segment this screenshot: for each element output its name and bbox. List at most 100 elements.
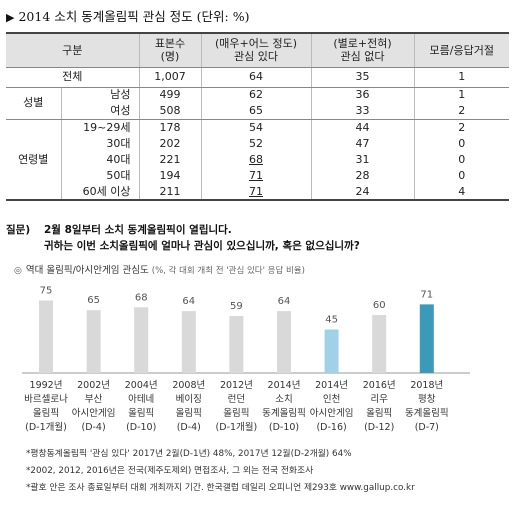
- category-label: 베이징: [176, 394, 202, 405]
- category-label: (D-1개월): [25, 421, 67, 433]
- table-row: 50대 194 71 28 0: [6, 167, 509, 185]
- cell-not-interested: 33: [310, 103, 414, 120]
- cell-unknown: 1: [413, 67, 509, 88]
- survey-question: 질문) 2월 8일부터 소치 동계올림픽이 열립니다. 귀하는 이번 소치올림픽에…: [6, 222, 360, 254]
- cell-interested: 64: [200, 67, 311, 88]
- table-header-row: 구분 표본수 (명) (매우+어느 정도) 관심 있다 (별로+전혀) 관심 없다 모…: [6, 32, 509, 68]
- cell-sample: 178: [138, 119, 201, 136]
- table-row: 성별 남성 499 62 36 1: [6, 87, 509, 120]
- page-title: ▶ 2014 소치 동계올림픽 관심 정도 (단위: %): [6, 9, 250, 24]
- cell-sample: 1,007: [138, 67, 201, 88]
- header-group: 구분: [6, 32, 139, 68]
- header-unknown: 모름/응답거절: [413, 32, 509, 68]
- category-label: 2014년: [268, 380, 301, 391]
- cell-interested: 71: [200, 184, 311, 202]
- underlined-value: 71: [249, 169, 263, 183]
- cell-unknown: 1: [413, 87, 509, 104]
- footnote: *평창동계올림픽 '관심 있다' 2017년 2월(D-1년) 48%, 201…: [26, 449, 352, 459]
- bar: [324, 329, 339, 373]
- row-label: 19~29세: [83, 120, 131, 134]
- bar: [134, 307, 149, 373]
- cell-unknown: 4: [413, 184, 509, 202]
- category-label: (D-4): [81, 422, 105, 433]
- row-label: 여성: [61, 103, 139, 120]
- category-label: 바르셀로나: [24, 394, 68, 405]
- bar-value-label: 64: [278, 296, 291, 307]
- bullseye-icon: ◎: [14, 266, 22, 276]
- header-not-interested: (별로+전혀) 관심 없다: [310, 32, 414, 68]
- footnotes: *평창동계올림픽 '관심 있다' 2017년 2월(D-1년) 48%, 201…: [26, 446, 415, 497]
- cell-unknown: 0: [413, 135, 509, 152]
- category-label: 리우: [370, 394, 388, 405]
- category-label: (D-10): [269, 422, 299, 433]
- cell-interested: 68: [200, 151, 311, 168]
- row-label: 40대: [106, 152, 131, 166]
- category-label: 올림픽: [366, 407, 392, 419]
- cell-interested: 71: [200, 167, 311, 185]
- row-label: 50대: [106, 169, 131, 183]
- category-label: 런던: [228, 394, 245, 405]
- chart-subtitle-desc: (%, 각 대회 개최 전 '관심 있다' 응답 비율): [151, 266, 305, 276]
- cell-unknown: 2: [413, 119, 509, 136]
- category-label: 아테네: [128, 394, 154, 405]
- category-label: 2016년: [363, 380, 396, 391]
- cell-interested: 62: [200, 87, 311, 104]
- bar: [86, 310, 101, 373]
- bar: [229, 315, 244, 373]
- row-label: 전체: [6, 67, 139, 88]
- cell-sample: 508: [138, 103, 201, 120]
- footnote: *2002, 2012, 2016년은 전국(제주도제외) 면접조사, 그 외는…: [26, 466, 314, 476]
- category-label: 2014년: [315, 380, 348, 391]
- category-label: 2004년: [125, 380, 158, 391]
- footnote: *괄호 안은 조사 종료일부터 대회 개최까지 기간. 한국갤럽 데일리 오피니…: [26, 483, 415, 493]
- category-label: 올림픽: [176, 407, 202, 419]
- cell-sample: 221: [138, 151, 201, 168]
- category-label: 평창: [418, 394, 436, 405]
- category-label: 아시안게임: [72, 407, 116, 419]
- category-label: 인천: [323, 394, 340, 405]
- table-row: 30대 202 52 47 0: [6, 135, 509, 152]
- question-line-2: 귀하는 이번 소치올림픽에 얼마나 관심이 있으십니까, 혹은 없으십니까?: [44, 240, 360, 252]
- cell-sample: 202: [138, 135, 201, 152]
- table-row: 연령별 19~29세 178 54 44 2: [6, 119, 509, 202]
- cell-sample: 194: [138, 167, 201, 185]
- header-interested: (매우+어느 정도) 관심 있다: [200, 32, 311, 68]
- category-label: (D-7): [415, 422, 439, 433]
- triangle-bullet-icon: ▶: [6, 11, 15, 24]
- underlined-value: 71: [249, 184, 263, 198]
- row-label: 남성: [110, 88, 131, 102]
- group-label-gender: 성별: [6, 87, 62, 120]
- bar: [372, 315, 387, 373]
- chart-subtitle: ◎ 역대 올림픽/아시안게임 관심도 (%, 각 대회 개최 전 '관심 있다' …: [14, 265, 305, 276]
- category-label: 2002년: [77, 380, 110, 391]
- category-label: 1992년: [30, 380, 63, 391]
- cell-not-interested: 24: [310, 184, 414, 202]
- category-label: 2018년: [410, 380, 443, 391]
- cell-interested: 54: [200, 119, 311, 136]
- row-label: 60세 이상: [61, 184, 139, 202]
- cell-sample: 499: [138, 87, 201, 104]
- category-label: 올림픽: [33, 407, 59, 419]
- category-label: (D-4): [177, 422, 201, 433]
- bar-value-label: 45: [325, 315, 338, 326]
- category-label: (D-16): [316, 422, 346, 433]
- table-row: 60세 이상 211 71 24 4: [6, 184, 509, 202]
- cell-not-interested: 31: [310, 151, 414, 168]
- cell-not-interested: 47: [310, 135, 414, 152]
- bar: [277, 311, 291, 373]
- table-row-total: 전체 1,007 64 35 1: [6, 67, 509, 88]
- bar-value-label: 71: [420, 289, 433, 300]
- cell-interested: 52: [200, 135, 311, 152]
- cell-unknown: 0: [413, 151, 509, 168]
- category-label: 동계올림픽: [405, 407, 449, 419]
- question-label: 질문): [6, 224, 31, 236]
- cell-not-interested: 35: [310, 67, 414, 88]
- category-label: (D-1개월): [216, 421, 258, 433]
- underlined-value: 68: [249, 152, 263, 166]
- category-label: 올림픽: [223, 407, 249, 419]
- category-label: 부산: [85, 394, 103, 405]
- bar-value-label: 68: [135, 292, 148, 303]
- bar-value-label: 59: [230, 301, 243, 312]
- survey-table: 구분 표본수 (명) (매우+어느 정도) 관심 있다 (별로+전혀) 관심 없다 모…: [6, 32, 509, 202]
